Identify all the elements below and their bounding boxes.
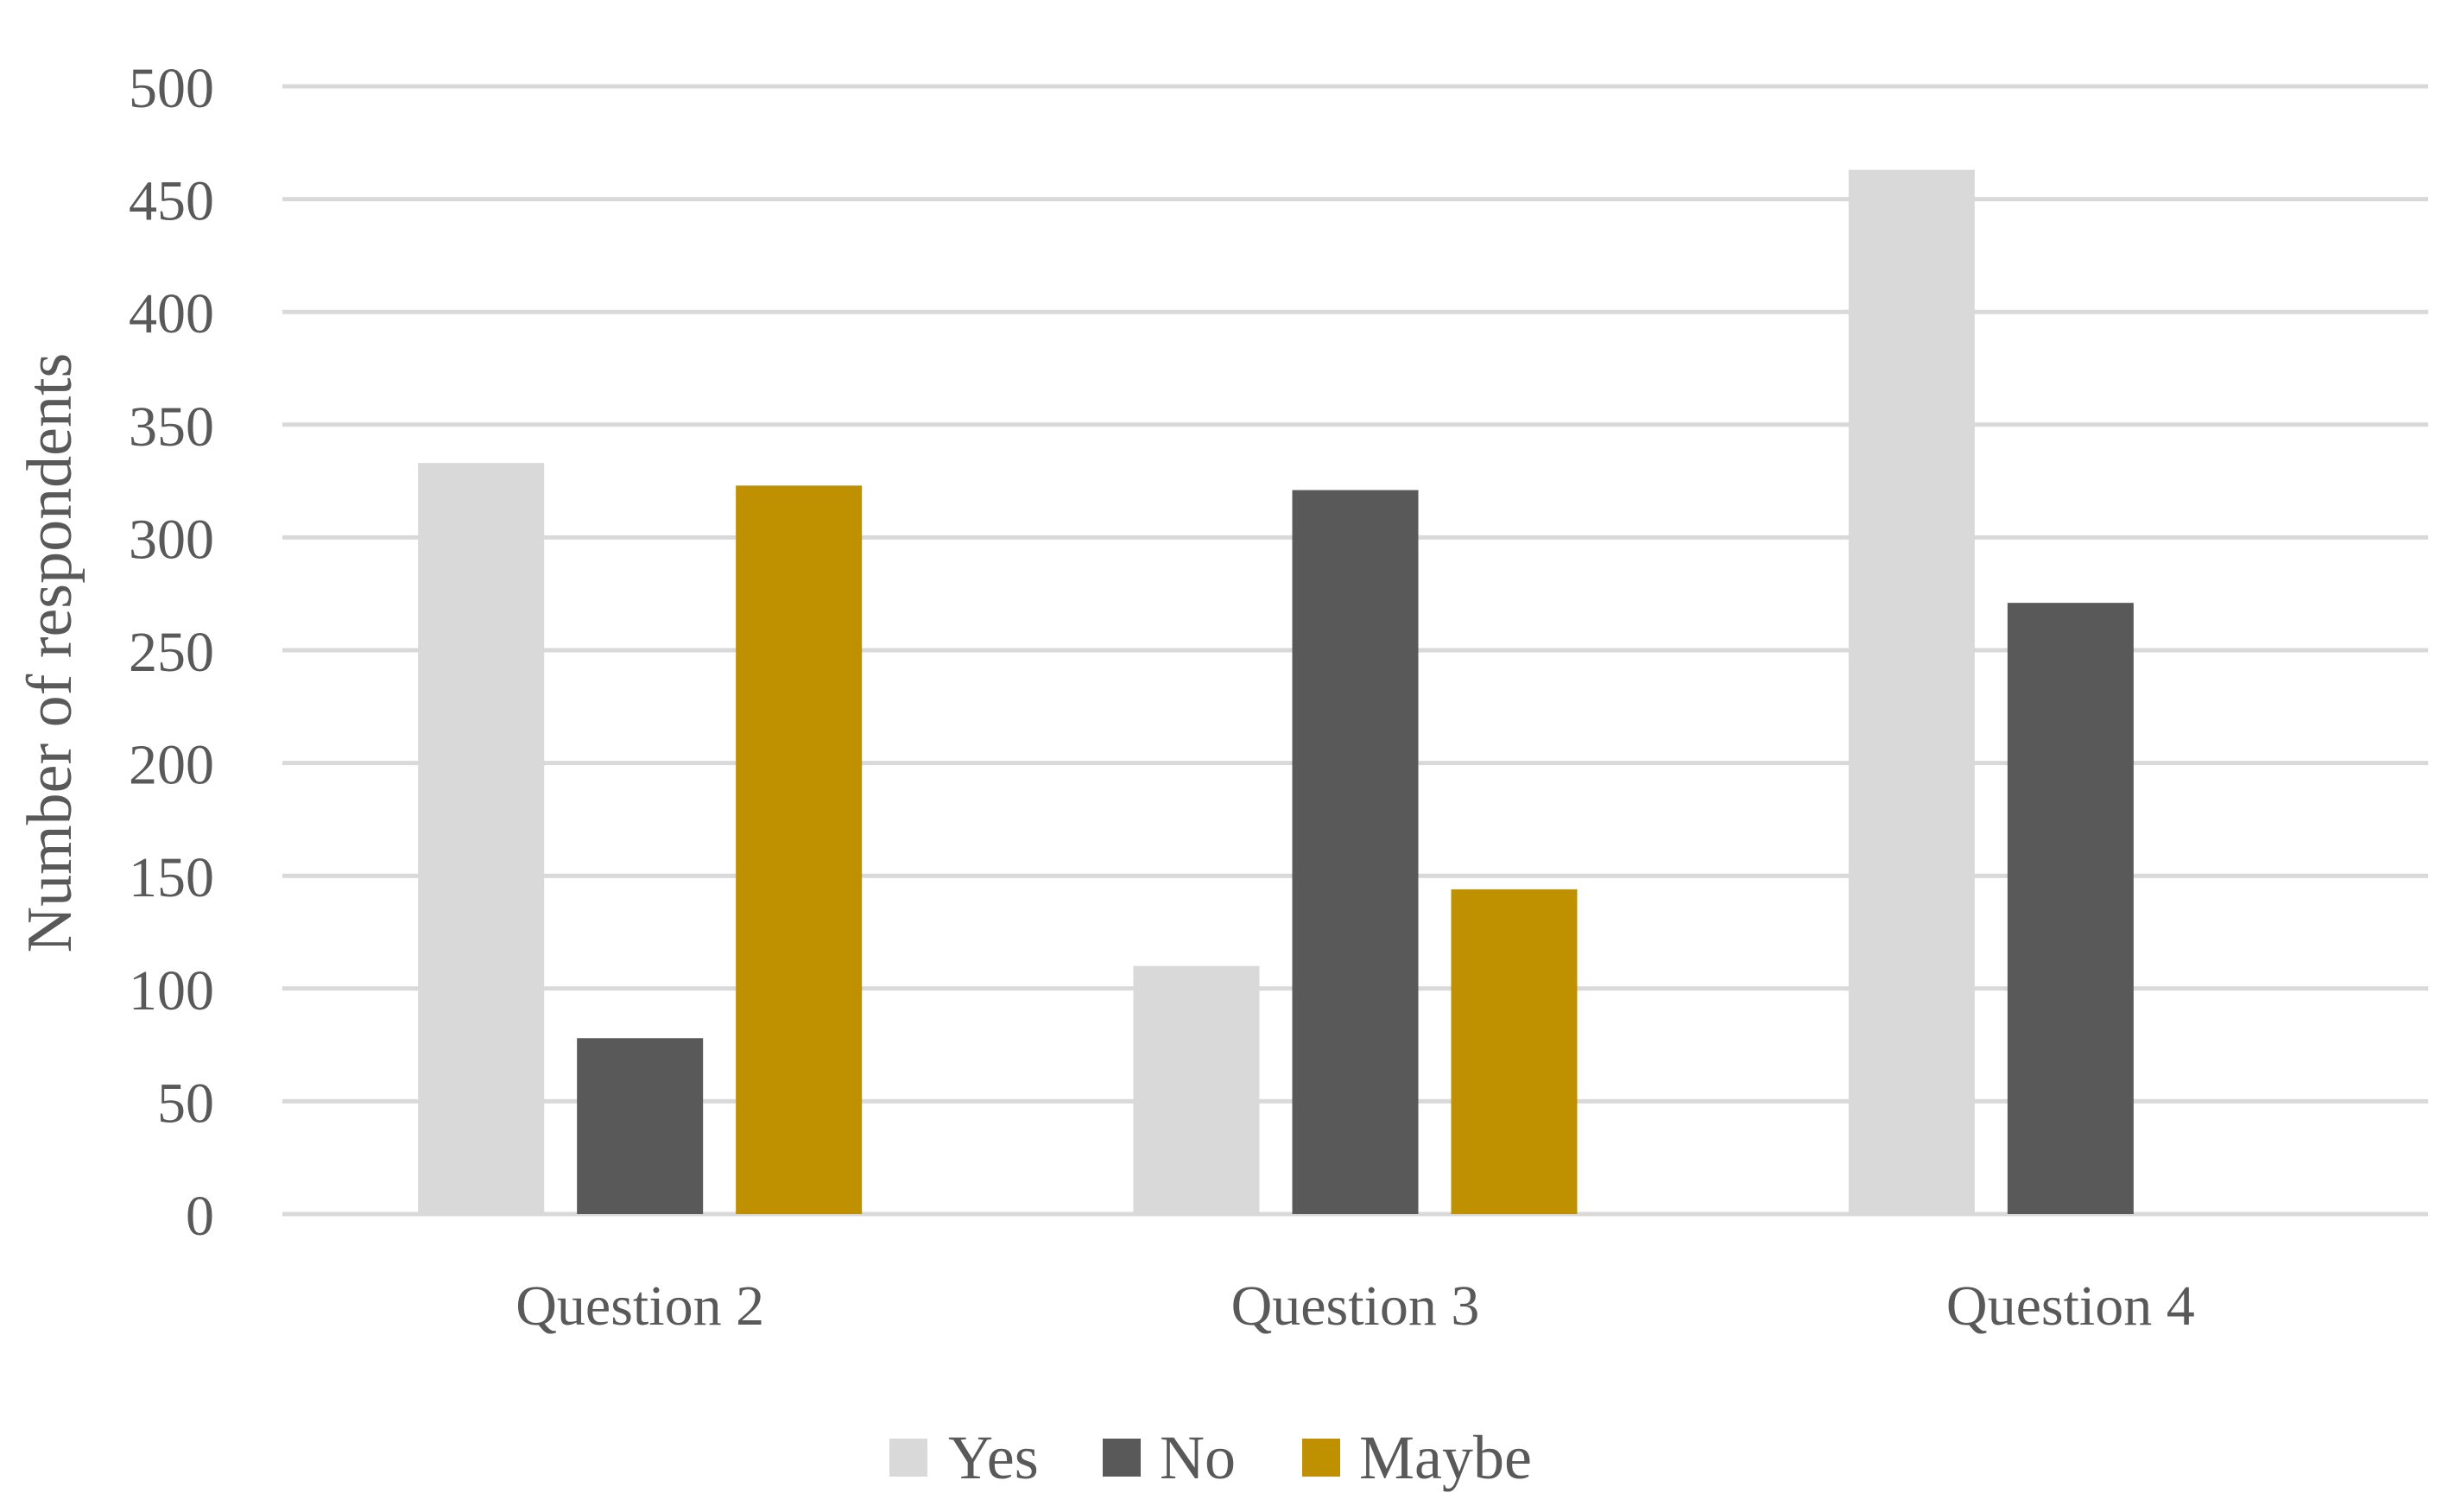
y-tick-label: 250 (129, 621, 214, 684)
y-tick-label: 100 (129, 959, 214, 1022)
legend-label-maybe: Maybe (1359, 1423, 1532, 1492)
bar-maybe-question-3 (1451, 889, 1578, 1214)
y-axis-tick-labels: 0 50 100 150 200 250 300 350 400 450 500 (129, 57, 214, 1248)
x-axis-category-labels: Question 2 Question 3 Question 4 (516, 1275, 2194, 1338)
x-category-label: Question 4 (1946, 1275, 2195, 1338)
bar-yes-question-3 (1133, 965, 1260, 1214)
bar-maybe-question-2 (736, 485, 863, 1214)
legend: Yes No Maybe (889, 1423, 1532, 1492)
bar-yes-question-2 (418, 463, 545, 1214)
y-tick-label: 400 (129, 282, 214, 345)
bar-no-question-2 (577, 1038, 704, 1214)
y-tick-label: 450 (129, 170, 214, 233)
x-category-label: Question 3 (1231, 1275, 1480, 1338)
legend-label-yes: Yes (948, 1423, 1039, 1492)
bar-yes-question-4 (1848, 169, 1975, 1214)
y-tick-label: 150 (129, 846, 214, 909)
legend-swatch-no (1103, 1439, 1141, 1477)
bar-no-question-4 (2007, 603, 2134, 1214)
legend-swatch-maybe (1302, 1439, 1340, 1477)
y-tick-label: 500 (129, 57, 214, 120)
x-category-label: Question 2 (516, 1275, 764, 1338)
y-tick-label: 300 (129, 508, 214, 571)
legend-label-no: No (1160, 1423, 1236, 1492)
legend-swatch-yes (889, 1439, 927, 1477)
y-tick-label: 50 (157, 1072, 214, 1135)
bar-no-question-3 (1292, 490, 1419, 1214)
y-tick-label: 200 (129, 734, 214, 797)
y-tick-label: 0 (186, 1185, 214, 1248)
bars (418, 169, 2134, 1214)
y-tick-label: 350 (129, 395, 214, 459)
y-axis-label: Number of respondents (15, 353, 85, 953)
